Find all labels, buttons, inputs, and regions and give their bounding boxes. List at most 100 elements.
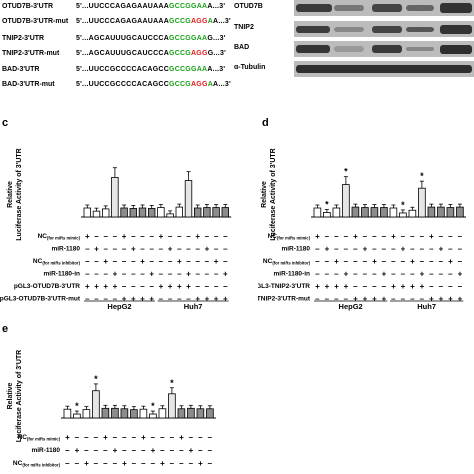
treatment-sign: – bbox=[391, 257, 396, 266]
treatment-sign: – bbox=[179, 446, 184, 455]
treatment-sign: + bbox=[149, 295, 154, 304]
treatment-sign: + bbox=[325, 245, 330, 254]
treatment-sign: – bbox=[401, 232, 406, 241]
blot-band-row bbox=[294, 41, 474, 57]
treatment-sign: + bbox=[410, 257, 415, 266]
blot-band bbox=[334, 46, 364, 52]
treatment-sign: – bbox=[439, 257, 444, 266]
treatment-sign: + bbox=[186, 282, 191, 291]
blot-bands bbox=[296, 65, 472, 73]
treatment-label: NC(for miRs inhibitor) bbox=[263, 258, 311, 266]
treatment-sign: – bbox=[160, 433, 165, 442]
blot-band bbox=[440, 45, 472, 54]
treatment-sign: + bbox=[122, 459, 127, 468]
y-axis-title-line: Luciferase Activity of 3'UTR bbox=[270, 148, 277, 240]
treatment-sign: – bbox=[410, 295, 415, 304]
treatment-sign: + bbox=[85, 282, 90, 291]
chart-e: Relative Luciferase Activity of 3'UTR * * * *… bbox=[7, 350, 216, 468]
treatment-sign: – bbox=[353, 257, 358, 266]
treatment-sign: + bbox=[439, 245, 444, 254]
bar bbox=[370, 207, 379, 218]
treatment-sign: – bbox=[132, 433, 137, 442]
bar bbox=[323, 212, 331, 218]
treatment-sign: – bbox=[353, 282, 358, 291]
treatment-sign: – bbox=[94, 270, 99, 279]
treatment-sign: + bbox=[94, 245, 99, 254]
bar bbox=[138, 207, 147, 218]
treatment-sign: + bbox=[177, 282, 182, 291]
treatment-label: pGL3-TNIP2-3'UTR bbox=[258, 283, 310, 290]
treatment-sign: + bbox=[149, 270, 154, 279]
treatment-sign: – bbox=[458, 257, 463, 266]
treatment-sign: + bbox=[205, 295, 210, 304]
blot-band bbox=[334, 27, 364, 32]
treatment-sign: – bbox=[168, 232, 173, 241]
treatment-label: pGL3-OTUD7B-3'UTR bbox=[14, 283, 80, 290]
treatment-sign: + bbox=[103, 433, 108, 442]
blot-band bbox=[334, 5, 364, 11]
blot-band bbox=[372, 45, 402, 53]
bar bbox=[157, 207, 165, 218]
treatment-sign: – bbox=[160, 446, 165, 455]
treatment-sign: + bbox=[179, 433, 184, 442]
bar bbox=[427, 206, 436, 218]
treatment-sign: – bbox=[113, 257, 118, 266]
treatment-sign: – bbox=[75, 459, 80, 468]
bar bbox=[193, 207, 202, 218]
treatment-sign: + bbox=[159, 232, 164, 241]
treatment-sign: – bbox=[131, 282, 136, 291]
treatment-sign: – bbox=[214, 245, 219, 254]
treatment-sign: + bbox=[429, 232, 434, 241]
group-label: Huh7 bbox=[184, 302, 203, 311]
treatment-sign: – bbox=[334, 295, 339, 304]
treatment-sign: + bbox=[315, 232, 320, 241]
sequence-label: OTUD7B-3'UTR-mut bbox=[2, 18, 69, 25]
treatment-sign: – bbox=[223, 257, 228, 266]
bar bbox=[111, 407, 119, 419]
treatment-sign: – bbox=[315, 295, 320, 304]
treatment-sign: + bbox=[160, 459, 165, 468]
treatment-sign: + bbox=[334, 282, 339, 291]
treatment-sign: – bbox=[159, 270, 164, 279]
treatment-sign: + bbox=[223, 295, 228, 304]
treatment-label-main: miR-1180 bbox=[281, 246, 310, 253]
treatment-sign: – bbox=[131, 232, 136, 241]
treatment-sign: + bbox=[429, 295, 434, 304]
treatment-sign: + bbox=[448, 257, 453, 266]
treatment-sign: – bbox=[448, 245, 453, 254]
treatment-sign: – bbox=[205, 232, 210, 241]
treatment-label-main: pGL3-OTUD7B-3'UTR bbox=[14, 283, 80, 290]
treatment-sign: – bbox=[363, 282, 368, 291]
treatment-sign: – bbox=[214, 270, 219, 279]
treatment-sign: + bbox=[168, 282, 173, 291]
treatment-sign: – bbox=[363, 257, 368, 266]
treatment-label-main: pGL3-OTUD7B-3'UTR-mut bbox=[0, 296, 81, 303]
treatment-sign: – bbox=[410, 270, 415, 279]
blot-band bbox=[372, 26, 402, 33]
bar bbox=[83, 207, 91, 218]
treatment-sign: – bbox=[458, 245, 463, 254]
blot-band-row bbox=[294, 0, 474, 16]
y-axis-title: Relative Luciferase Activity of 3'UTR bbox=[7, 350, 23, 442]
treatment-sign: – bbox=[439, 270, 444, 279]
treatment-sign: + bbox=[401, 245, 406, 254]
treatment-label-sub: (for miRs mimic) bbox=[27, 437, 61, 442]
significance-marker: * bbox=[344, 167, 348, 177]
treatment-sign: + bbox=[122, 295, 127, 304]
treatment-sign: + bbox=[334, 257, 339, 266]
panel-letter-c: c bbox=[2, 117, 9, 129]
treatment-sign: – bbox=[103, 270, 108, 279]
treatment-sign: + bbox=[186, 270, 191, 279]
treatment-label-main: miR-1180-in bbox=[44, 271, 81, 278]
chart-d: Relative Luciferase Activity of 3'UTR * * * *… bbox=[258, 148, 466, 311]
blot-band bbox=[406, 5, 434, 11]
treatment-sign: – bbox=[214, 282, 219, 291]
treatment-sign: – bbox=[122, 433, 127, 442]
treatment-sign: – bbox=[170, 433, 175, 442]
bar bbox=[101, 407, 110, 419]
treatment-sign: – bbox=[122, 257, 127, 266]
bar bbox=[139, 408, 148, 419]
treatment-sign: – bbox=[198, 433, 203, 442]
y-axis-title: Relative Luciferase Activity of 3'UTR bbox=[261, 148, 277, 240]
blot-band bbox=[296, 45, 330, 53]
